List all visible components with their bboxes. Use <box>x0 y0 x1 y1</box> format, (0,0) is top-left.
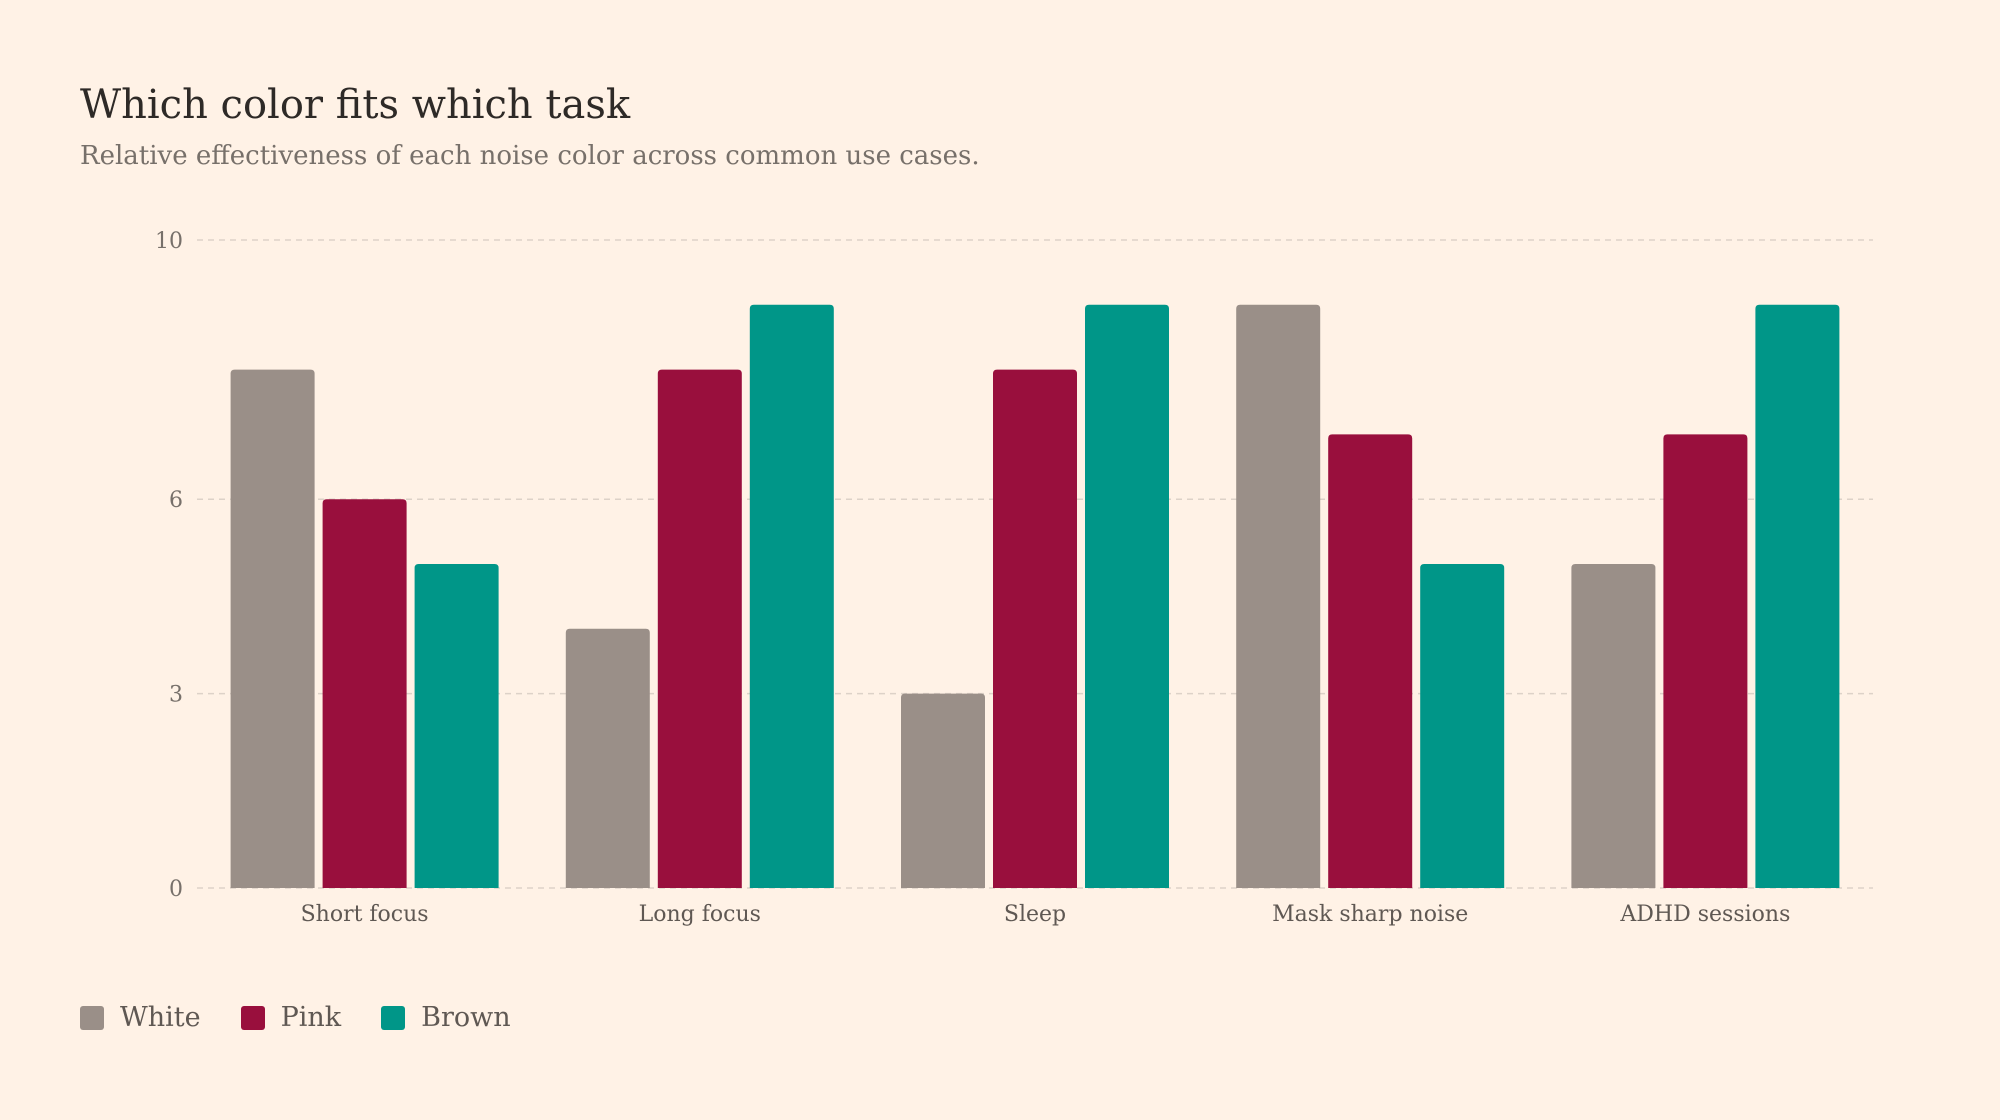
bar-pink-adhd-sessions <box>1663 434 1748 888</box>
x-axis-labels: Short focus Long focus Sleep Mask sharp noi… <box>301 902 1791 927</box>
legend-swatch <box>381 1005 406 1030</box>
legend-swatch <box>80 1005 104 1030</box>
bar-brown-long-focus <box>749 304 834 888</box>
chart-title: Which color fits which task <box>80 82 631 128</box>
legend-item-brown: Brown <box>381 1002 511 1033</box>
x-category-label: Sleep <box>1004 902 1066 927</box>
bar-white-adhd-sessions <box>1571 564 1656 888</box>
bar-brown-short-focus <box>414 564 499 888</box>
bar-brown-sleep <box>1085 304 1169 888</box>
bar-pink-mask-sharp-noise <box>1328 434 1413 888</box>
bar-white-long-focus <box>565 628 650 888</box>
bar-pink-long-focus <box>657 369 742 889</box>
x-category-label: ADHD sessions <box>1619 902 1790 927</box>
x-category-label: Short focus <box>301 902 429 927</box>
legend-label: White <box>120 1002 201 1033</box>
y-tick-label: 0 <box>169 877 183 902</box>
legend-label: Pink <box>280 1002 342 1033</box>
bar-white-mask-sharp-noise <box>1236 304 1321 888</box>
legend: White Pink Brown <box>80 1002 511 1033</box>
x-category-label: Long focus <box>639 902 761 927</box>
bar-brown-mask-sharp-noise <box>1420 564 1505 888</box>
bar-pink-sleep <box>993 369 1077 889</box>
bar-white-short-focus <box>230 369 315 889</box>
legend-item-white: White <box>80 1002 201 1033</box>
x-category-label: Mask sharp noise <box>1272 902 1468 927</box>
bar-white-sleep <box>901 693 985 888</box>
bar-brown-adhd-sessions <box>1755 304 1840 888</box>
bars <box>230 304 1840 889</box>
legend-label: Brown <box>421 1002 511 1033</box>
chart-subtitle: Relative effectiveness of each noise col… <box>80 141 980 171</box>
legend-swatch <box>240 1005 265 1030</box>
bar-pink-short-focus <box>322 499 407 888</box>
y-tick-label: 6 <box>169 488 183 513</box>
y-tick-label: 10 <box>155 229 183 254</box>
y-tick-label: 3 <box>169 683 183 708</box>
legend-item-pink: Pink <box>240 1002 342 1033</box>
y-axis-ticks: 0 3 6 10 <box>155 229 183 902</box>
